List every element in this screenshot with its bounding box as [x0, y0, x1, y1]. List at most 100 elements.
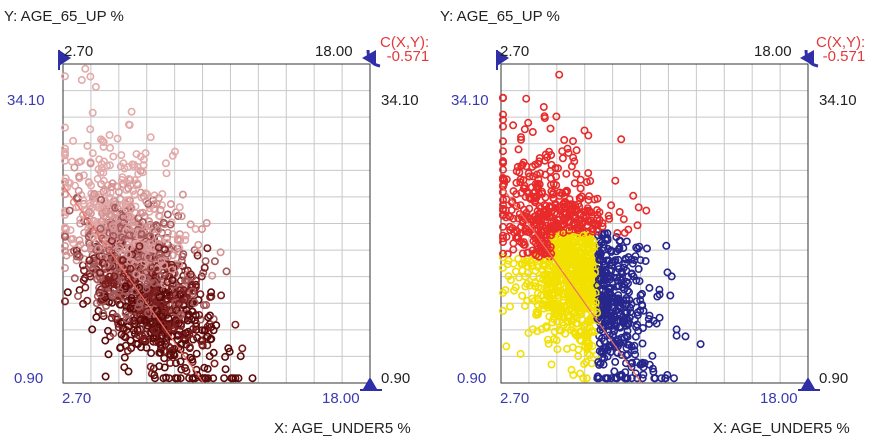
data-point: [176, 345, 185, 354]
data-point: [512, 190, 521, 199]
data-point: [602, 256, 611, 265]
y-max-slider-icon[interactable]: [366, 49, 381, 68]
data-point: [142, 245, 151, 254]
data-point: [149, 333, 158, 342]
data-point: [155, 292, 164, 301]
x-min-slider-icon[interactable]: [59, 50, 71, 66]
data-point: [138, 273, 147, 282]
data-point: [60, 232, 69, 241]
data-point: [586, 177, 595, 186]
y-axis-title: Y: AGE_65_UP %: [440, 8, 560, 25]
x-max-label: 18.00: [754, 43, 792, 60]
data-point: [508, 224, 517, 233]
data-point: [141, 315, 150, 324]
data-point: [81, 64, 90, 73]
data-point: [535, 202, 544, 211]
data-point: [136, 209, 145, 218]
data-point: [498, 174, 507, 183]
data-point: [125, 120, 134, 129]
data-point: [188, 307, 197, 316]
data-point: [580, 359, 589, 368]
scatterplot-panel-right: Y: AGE_65_UP % 2.70 18.00 C(X,Y): -0.571…: [438, 0, 876, 442]
data-point: [202, 300, 211, 309]
data-point: [555, 70, 564, 79]
data-point: [146, 263, 155, 272]
data-point: [633, 374, 642, 383]
data-point: [188, 355, 197, 364]
data-point: [533, 294, 542, 303]
data-point: [607, 201, 616, 210]
data-point: [580, 208, 589, 217]
data-point: [637, 360, 646, 369]
x-max-label: 18.00: [315, 43, 353, 60]
data-point: [60, 151, 69, 160]
data-point: [131, 202, 140, 211]
data-point: [565, 239, 574, 248]
data-point: [621, 309, 630, 318]
data-point: [104, 350, 113, 359]
data-point: [607, 309, 616, 318]
regression-line: [500, 184, 642, 384]
data-point: [533, 327, 542, 336]
data-point: [570, 272, 579, 281]
data-point: [87, 241, 96, 250]
data-point: [85, 199, 94, 208]
data-point: [498, 196, 507, 205]
data-point: [105, 246, 114, 255]
data-point: [141, 223, 150, 232]
data-point: [569, 153, 578, 162]
x-max-label-bottom: 18.00: [760, 390, 798, 407]
data-point: [613, 229, 622, 238]
data-point: [498, 182, 507, 191]
data-point: [627, 374, 636, 383]
data-point: [177, 365, 186, 374]
data-point: [60, 147, 69, 156]
data-point: [539, 304, 548, 313]
data-point: [70, 247, 79, 256]
data-point: [186, 353, 195, 362]
data-point: [161, 324, 170, 333]
data-point: [118, 256, 127, 265]
data-point: [171, 316, 180, 325]
data-point: [60, 263, 69, 272]
data-point: [209, 374, 218, 383]
data-point: [569, 219, 578, 228]
data-point: [570, 307, 579, 316]
data-point: [106, 194, 115, 203]
data-point: [60, 242, 69, 251]
data-point: [139, 192, 148, 201]
data-point: [605, 214, 614, 223]
regression-line: [62, 184, 204, 384]
y-min-slider-icon[interactable]: [801, 377, 815, 389]
data-point: [99, 138, 108, 147]
data-point: [541, 150, 550, 159]
data-point: [623, 300, 632, 309]
data-point: [617, 350, 626, 359]
y-max-slider-icon[interactable]: [804, 49, 819, 68]
data-point: [611, 176, 620, 185]
data-point: [570, 179, 579, 188]
data-point: [612, 374, 621, 383]
data-point: [124, 367, 133, 376]
data-point: [518, 291, 527, 300]
data-point: [142, 285, 151, 294]
y-max-label-right: 34.10: [381, 92, 419, 109]
data-point: [631, 252, 640, 261]
data-point: [203, 244, 212, 253]
x-min-slider-icon[interactable]: [497, 50, 509, 66]
scatterplot-left[interactable]: [0, 0, 438, 442]
y-min-slider-icon[interactable]: [363, 377, 377, 389]
data-point: [598, 309, 607, 318]
data-point: [601, 261, 610, 270]
data-point: [116, 162, 125, 171]
data-point: [60, 297, 69, 306]
y-min-label-right: 0.90: [819, 370, 849, 387]
data-point: [498, 201, 507, 210]
data-point: [141, 149, 150, 158]
data-point: [542, 276, 551, 285]
scatterplot-right[interactable]: [438, 0, 876, 442]
data-point: [498, 306, 507, 315]
data-point: [182, 367, 191, 376]
data-point: [136, 298, 145, 307]
data-point: [140, 273, 149, 282]
